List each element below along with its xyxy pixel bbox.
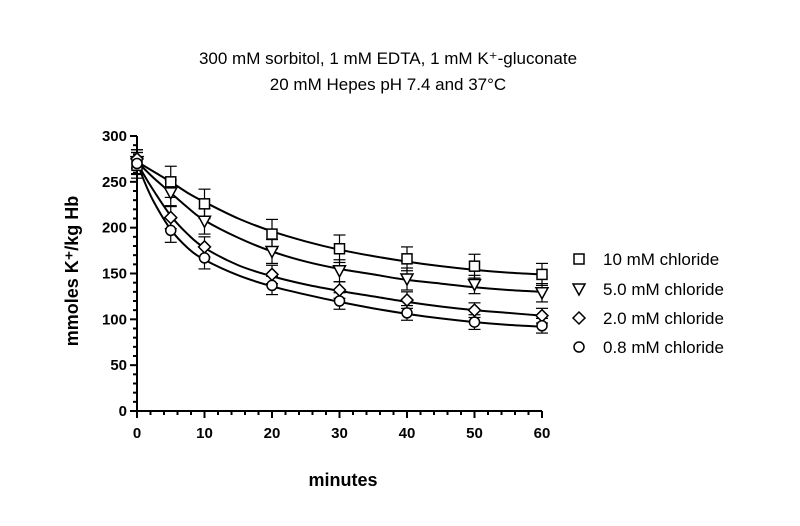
legend-label: 2.0 mM chloride xyxy=(603,309,724,328)
x-tick-label: 30 xyxy=(331,425,348,442)
data-point xyxy=(534,308,550,323)
data-point xyxy=(332,265,347,279)
legend-label: 10 mM chloride xyxy=(603,250,719,269)
chart-title-line-1: 300 mM sorbitol, 1 mM EDTA, 1 mM K⁺-gluc… xyxy=(199,49,577,68)
data-point xyxy=(264,267,280,282)
fit-curve xyxy=(136,161,543,317)
x-tick-label: 60 xyxy=(534,425,551,442)
data-point xyxy=(165,176,177,188)
data-point xyxy=(399,293,415,308)
data-point xyxy=(333,243,346,255)
legend-label: 5.0 mM chloride xyxy=(603,280,724,299)
y-tick-label: 250 xyxy=(102,174,127,191)
data-point xyxy=(163,187,179,201)
x-tick-label: 40 xyxy=(399,425,416,442)
y-axis-label: mmoles K⁺/kg Hb xyxy=(62,196,82,347)
data-point xyxy=(467,278,482,293)
y-tick-label: 50 xyxy=(110,357,127,374)
data-point xyxy=(536,320,548,332)
data-point xyxy=(198,252,211,264)
data-point xyxy=(332,282,347,298)
y-tick-label: 200 xyxy=(102,220,127,237)
data-point xyxy=(468,260,481,272)
legend-label: 0.8 mM chloride xyxy=(603,338,724,357)
legend-marker xyxy=(571,310,587,326)
data-point xyxy=(468,316,481,328)
x-tick-label: 10 xyxy=(196,425,213,442)
data-point xyxy=(536,268,548,281)
data-markers xyxy=(129,151,550,332)
legend-marker xyxy=(573,341,585,353)
x-tick-label: 0 xyxy=(133,425,141,442)
axes: 0 50 100 150 200 250 300 0 10 20 30 40 50 60 xyxy=(102,128,550,442)
data-point xyxy=(399,273,415,287)
fit-curve xyxy=(136,161,543,328)
data-point xyxy=(401,253,413,265)
data-point xyxy=(534,287,550,301)
y-tick-label: 0 xyxy=(119,403,127,420)
data-point xyxy=(333,295,346,307)
x-tick-label: 50 xyxy=(466,425,483,442)
y-tick-label: 300 xyxy=(102,128,127,145)
legend: 10 mM chloride 5.0 mM chloride 2.0 mM chlo… xyxy=(571,250,724,357)
data-point xyxy=(401,307,413,319)
chart-title-line-2: 20 mM Hepes pH 7.4 and 37°C xyxy=(270,75,506,94)
legend-marker xyxy=(571,283,587,297)
x-tick-label: 20 xyxy=(264,425,281,442)
data-point xyxy=(266,279,278,292)
data-point xyxy=(264,245,280,260)
data-point xyxy=(467,303,482,318)
x-axis-label: minutes xyxy=(308,470,377,490)
data-point xyxy=(163,210,178,225)
data-point xyxy=(197,215,212,229)
y-tick-label: 100 xyxy=(102,311,127,328)
data-point xyxy=(165,224,177,237)
data-point xyxy=(266,228,278,240)
y-tick-label: 150 xyxy=(102,266,127,283)
data-point xyxy=(131,157,143,170)
data-point xyxy=(198,198,211,210)
legend-marker xyxy=(573,253,585,265)
